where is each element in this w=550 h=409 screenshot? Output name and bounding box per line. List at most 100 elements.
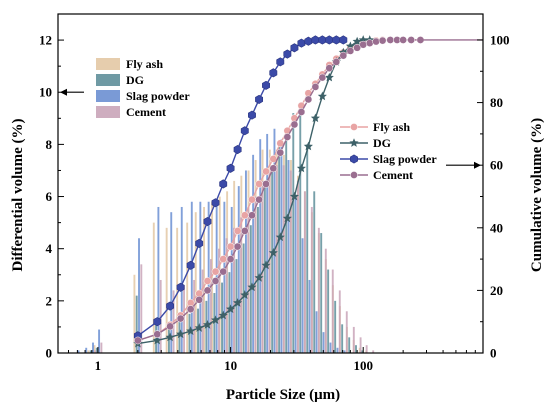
bar-cement-30 <box>338 290 341 353</box>
cumulative-point-cement-31 <box>378 36 387 45</box>
bar-slag-powder-9 <box>180 206 183 353</box>
bar-dg-32 <box>348 337 351 353</box>
bar-slag-powder-22 <box>280 139 283 353</box>
bar-slag-powder-26 <box>308 279 311 353</box>
bar-cement-4 <box>94 350 97 353</box>
bar-slag-powder-3 <box>85 347 88 353</box>
cumulative-point-cement-20 <box>304 95 313 104</box>
cumulative-point-dg-13 <box>254 273 264 282</box>
bar-slag-powder-14 <box>223 201 226 353</box>
y-left-tick-label-6: 6 <box>46 189 53 204</box>
cumulative-point-cement-14 <box>262 180 270 188</box>
bar-slag-powder-5 <box>98 329 101 353</box>
bar-dg-20 <box>263 186 266 353</box>
cumulative-point-dg-12 <box>247 282 257 292</box>
cumulative-point-slag-powder-16 <box>276 57 285 67</box>
cumulative-point-fly-ash-8 <box>219 255 228 263</box>
bar-cement-17 <box>247 206 250 353</box>
cumulative-point-cement-29 <box>365 39 374 47</box>
cumulative-point-cement-22 <box>318 73 327 82</box>
cumulative-point-slag-powder-3 <box>176 282 185 292</box>
cumulative-point-dg-19 <box>296 163 306 173</box>
bar-fly-ash-8 <box>165 227 168 353</box>
bar-dg-31 <box>341 324 344 353</box>
y-right-tick-label-60: 60 <box>490 158 503 173</box>
cumulative-point-dg-27 <box>352 36 362 46</box>
cumulative-point-dg-6 <box>202 320 213 329</box>
bar-slag-powder-19 <box>259 139 262 353</box>
bar-slag-powder-31 <box>343 350 346 353</box>
y-left-tick-label-4: 4 <box>46 241 53 256</box>
cumulative-point-dg-18 <box>289 191 299 201</box>
cumulative-point-fly-ash-9 <box>226 242 235 251</box>
cumulative-point-fly-ash-13 <box>255 180 263 188</box>
cumulative-line-layer <box>133 35 483 348</box>
bar-cement-19 <box>261 180 264 353</box>
bar-cement-27 <box>317 227 320 353</box>
cumulative-point-slag-powder-2 <box>166 301 175 311</box>
cumulative-point-slag-powder-8 <box>219 179 228 189</box>
cumulative-point-cement-23 <box>325 64 334 73</box>
bar-cement-28 <box>324 248 327 353</box>
bar-cement-34 <box>365 345 368 353</box>
y-right-tick-label-100: 100 <box>490 32 510 47</box>
bar-slag-powder-16 <box>237 186 240 353</box>
y-axis-right-title: Cumulative volume (%) <box>529 118 545 272</box>
line-legend-label-fly-ash: Fly ash <box>373 120 410 134</box>
bar-dg-16 <box>235 259 238 353</box>
cumulative-point-dg-14 <box>261 260 271 270</box>
cumulative-point-fly-ash-10 <box>233 227 242 235</box>
cumulative-point-dg-20 <box>303 141 313 151</box>
cumulative-point-slag-powder-22 <box>318 35 327 45</box>
y-left-tick-label-12: 12 <box>39 33 52 48</box>
cumulative-point-cement-25 <box>339 51 348 60</box>
cumulative-point-slag-powder-4 <box>186 260 195 270</box>
cumulative-point-dg-15 <box>268 248 278 257</box>
cumulative-point-cement-21 <box>311 83 320 91</box>
axis-ticks: 1 10 100 0 2 4 6 8 10 12 0 20 40 60 80 100 <box>39 13 510 373</box>
cumulative-point-dg-3 <box>176 329 186 339</box>
cumulative-point-dg-4 <box>186 326 196 335</box>
cumulative-point-cement-12 <box>248 211 256 220</box>
bar-fly-ash-13 <box>211 201 214 353</box>
bar-slag-powder-4 <box>92 342 94 353</box>
bar-cement-22 <box>282 165 285 353</box>
y-right-tick-label-80: 80 <box>490 95 503 110</box>
bar-cement-6 <box>140 264 143 353</box>
cumulative-point-cement-10 <box>233 242 242 251</box>
bar-cement-29 <box>331 269 334 353</box>
cumulative-point-dg-5 <box>194 323 204 332</box>
cumulative-point-fly-ash-6 <box>203 277 212 285</box>
cumulative-point-cement-8 <box>219 267 228 276</box>
y-left-tick-label-10: 10 <box>39 85 52 100</box>
cumulative-point-cement-34 <box>399 36 407 44</box>
cumulative-point-slag-powder-10 <box>233 144 242 155</box>
y-left-tick-label-2: 2 <box>46 293 53 308</box>
bar-slag-powder-10 <box>190 201 193 353</box>
bar-dg-34 <box>361 350 364 353</box>
cumulative-point-slag-powder-20 <box>304 36 313 46</box>
bar-cement-20 <box>268 170 271 353</box>
y-left-tick-label-0: 0 <box>46 346 53 361</box>
cumulative-point-cement-15 <box>269 164 278 173</box>
bar-fly-ash-11 <box>194 212 197 353</box>
cumulative-point-cement-1 <box>153 330 162 339</box>
bar-slag-powder-13 <box>215 199 218 353</box>
cumulative-point-cement-30 <box>372 37 380 46</box>
bar-dg-6 <box>135 295 138 353</box>
y-right-tick-label-40: 40 <box>490 220 503 235</box>
cumulative-point-slag-powder-15 <box>269 68 278 78</box>
bar-slag-powder-8 <box>170 212 173 353</box>
y-right-tick-label-0: 0 <box>490 346 497 361</box>
bar-legend: Fly ash DG Slag powder Cement <box>96 57 190 119</box>
cumulative-point-cement-5 <box>195 295 204 304</box>
cumulative-point-dg-17 <box>282 213 292 223</box>
cumulative-point-dg-10 <box>233 298 243 307</box>
bar-cement-16 <box>240 217 243 353</box>
cumulative-point-slag-powder-1 <box>153 317 162 327</box>
bar-legend-swatch-slag-powder <box>96 90 120 102</box>
bar-dg-13 <box>213 293 216 353</box>
bar-slag-powder-17 <box>244 170 247 353</box>
bar-dg-24 <box>292 113 295 353</box>
bar-cement-25 <box>303 191 306 353</box>
